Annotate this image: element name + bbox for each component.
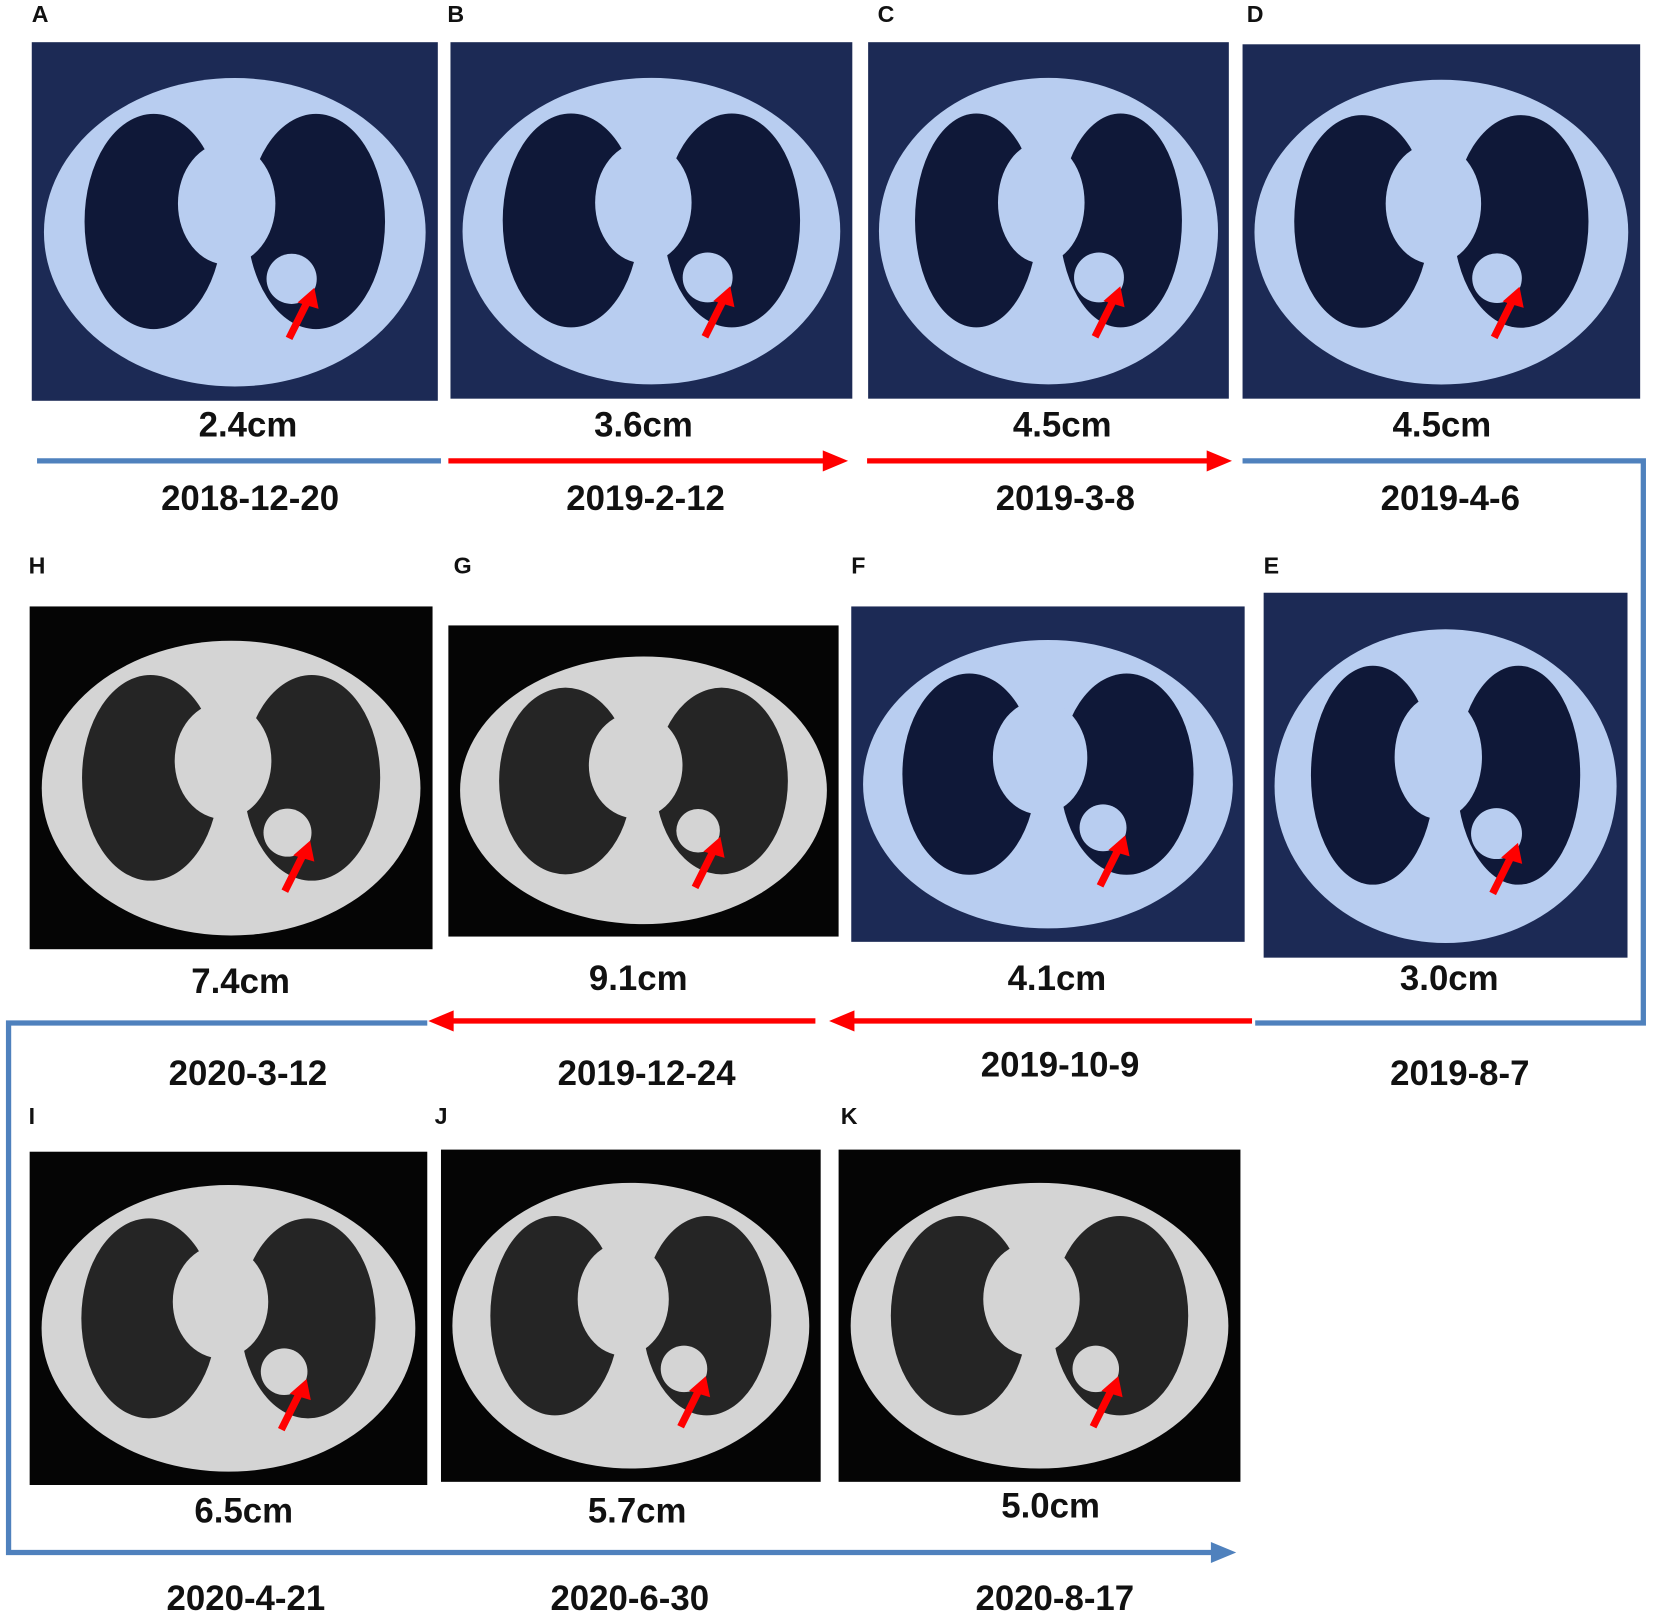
ct-image <box>448 625 839 937</box>
panel-label: H <box>29 553 46 579</box>
ct-image <box>440 1149 821 1482</box>
panel-label: F <box>851 553 865 579</box>
heart <box>983 1242 1080 1356</box>
heart <box>992 700 1088 815</box>
heart <box>595 142 692 264</box>
ct-image <box>31 42 438 401</box>
heart <box>577 1242 669 1356</box>
tumor-size: 6.5cm <box>194 1492 293 1531</box>
panel-label: J <box>435 1103 448 1129</box>
pointer-arrow <box>691 847 718 890</box>
pointer-arrow-head <box>1501 842 1523 864</box>
pointer-arrow-head <box>703 836 725 858</box>
pointer-arrow <box>1089 1387 1116 1429</box>
pointer-arrow-head <box>289 1379 311 1401</box>
pointer-arrow <box>1489 853 1515 896</box>
pointer-arrow-head <box>713 286 735 308</box>
tumor-size: 2.4cm <box>199 405 298 444</box>
pointer-arrow-head <box>297 287 319 309</box>
pointer-arrow <box>1096 846 1123 888</box>
heart <box>172 1245 269 1359</box>
timeline-segment <box>1242 458 1646 1026</box>
ct-image <box>450 42 853 399</box>
panel-label: D <box>1247 1 1264 27</box>
ct-image <box>868 42 1229 399</box>
arrow-head <box>1210 1541 1237 1564</box>
pointer-arrow <box>677 1387 703 1429</box>
panel-label: K <box>841 1103 858 1129</box>
tumor-size: 3.6cm <box>594 405 693 444</box>
scan-date: 2020-6-30 <box>550 1579 709 1618</box>
pointer-arrow <box>701 297 728 339</box>
tumor-size: 4.5cm <box>1393 405 1492 444</box>
panel-label: E <box>1264 553 1279 579</box>
timeline <box>5 450 1646 1564</box>
ct-image <box>29 1151 428 1485</box>
ct-image <box>838 1149 1241 1482</box>
lesion <box>676 808 720 853</box>
tumor-size: 7.4cm <box>191 962 290 1001</box>
pointer-arrow-head <box>689 1376 711 1398</box>
heart <box>997 142 1085 264</box>
panel-label: I <box>29 1103 35 1129</box>
arrow-head <box>1206 450 1232 472</box>
lesion <box>1472 253 1522 303</box>
lesion <box>263 808 312 857</box>
pointer-arrow <box>277 1390 304 1432</box>
arrow-head <box>829 1010 855 1032</box>
heart <box>174 702 272 819</box>
lesion <box>682 252 733 303</box>
tumor-size: 5.7cm <box>588 1492 687 1531</box>
lesion <box>260 1348 308 1396</box>
ct-image <box>851 606 1245 942</box>
timeline-segment <box>5 1020 1214 1556</box>
scan-date: 2020-8-17 <box>975 1579 1134 1618</box>
scan-date: 2018-12-20 <box>161 479 339 518</box>
pointer-arrow-head <box>1502 286 1524 308</box>
ct-image <box>29 606 433 950</box>
scan-date: 2019-3-8 <box>996 479 1135 518</box>
lesion <box>1074 252 1124 303</box>
tumor-size: 4.5cm <box>1013 405 1112 444</box>
scan-date: 2019-12-24 <box>558 1054 737 1093</box>
scan-date: 2019-10-9 <box>981 1046 1140 1085</box>
tumor-size: 3.0cm <box>1400 959 1499 998</box>
scan-date: 2020-3-12 <box>169 1054 328 1093</box>
heart <box>588 712 683 819</box>
pointer-arrow <box>1091 297 1118 339</box>
ct-image <box>1242 44 1641 399</box>
lesion <box>660 1345 708 1393</box>
tumor-size: 5.0cm <box>1001 1486 1100 1525</box>
scan-date: 2019-4-6 <box>1381 479 1520 518</box>
panel-label: C <box>878 1 895 27</box>
panel-label: G <box>454 553 472 579</box>
scan-date: 2019-8-7 <box>1390 1054 1529 1093</box>
pointer-arrow-head <box>1103 286 1125 308</box>
arrow-head <box>822 450 849 472</box>
heart <box>177 142 276 265</box>
pointer-arrow-head <box>1108 835 1130 857</box>
ct-image <box>1263 592 1628 958</box>
lesion <box>1072 1345 1120 1393</box>
lesion <box>1079 804 1127 852</box>
tumor-size: 4.1cm <box>1008 959 1107 998</box>
pointer-arrow-head <box>293 840 315 862</box>
scan-date: 2019-2-12 <box>566 479 725 518</box>
heart <box>1394 694 1482 819</box>
pointer-arrow <box>1490 297 1517 340</box>
pointer-arrow-head <box>1101 1376 1123 1398</box>
panel-label: B <box>447 1 464 27</box>
scan-date: 2020-4-21 <box>167 1579 326 1618</box>
heart <box>1385 143 1482 265</box>
tumor-size: 9.1cm <box>589 959 688 998</box>
panel-label: A <box>32 1 49 27</box>
lesion <box>266 253 317 304</box>
lesion <box>1471 808 1522 860</box>
arrow-head <box>428 1010 454 1032</box>
pointer-arrow <box>281 851 308 893</box>
pointer-arrow <box>285 298 312 340</box>
